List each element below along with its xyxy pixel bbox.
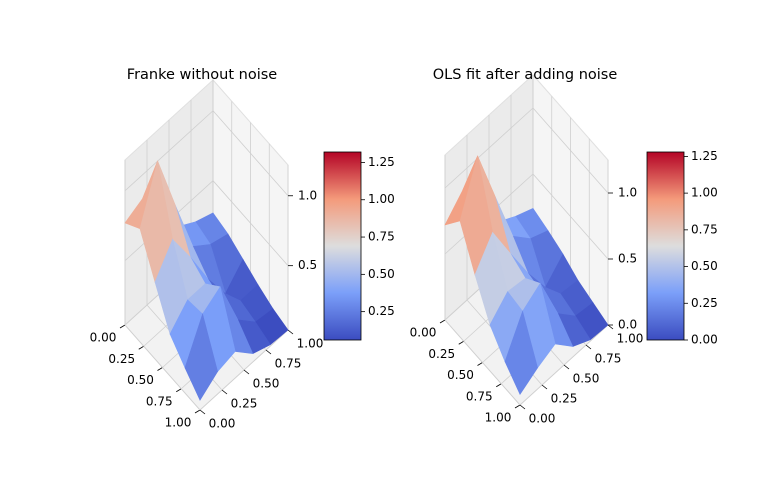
x-tick-label: 0.25: [108, 352, 135, 366]
colorbar-tick-label: 0.25: [368, 304, 395, 318]
x-tick-label: 0.00: [410, 326, 437, 340]
tick-mark: [287, 329, 294, 335]
z-tick-label: 0.5: [618, 252, 637, 266]
tick-mark: [519, 404, 526, 410]
colorbar-tick-label: 1.00: [368, 192, 395, 206]
tick-mark: [563, 364, 570, 370]
grid-line: [444, 319, 521, 406]
y-tick-label: 0.25: [231, 397, 258, 411]
colorbar-tick-label: 0.50: [368, 267, 395, 281]
y-tick-label: 1.00: [617, 332, 644, 346]
z-tick-label: 1.0: [618, 186, 637, 200]
tick-mark: [243, 369, 250, 375]
subplot: 0.000.250.500.751.00 0.000.250.500.751.00…: [410, 67, 718, 426]
colorbar: [323, 151, 362, 341]
grid-line: [212, 180, 289, 266]
z-tick-label: 0.5: [298, 258, 317, 272]
surface-patch: [184, 313, 218, 401]
tick-mark: [496, 383, 502, 388]
tick-mark: [458, 340, 464, 345]
x-tick-label: 1.00: [485, 411, 512, 425]
tick-mark: [221, 389, 228, 395]
x-tick-label: 0.50: [447, 368, 474, 382]
tick-mark: [194, 409, 201, 414]
colorbar-tick-label: 1.00: [691, 186, 718, 200]
y-tick-label: 0.75: [275, 357, 302, 371]
grid-line: [124, 110, 214, 192]
y-tick-label: 0.50: [573, 372, 600, 386]
subplot-title: Franke without noise: [127, 67, 277, 83]
tick-mark: [607, 324, 614, 330]
tick-mark: [119, 324, 126, 329]
y-tick-label: 0.50: [253, 377, 280, 391]
surface-patch: [504, 310, 538, 396]
x-tick-label: 1.00: [165, 416, 192, 430]
tick-mark: [176, 388, 182, 393]
x-tick-label: 0.75: [466, 389, 493, 403]
tick-mark: [514, 404, 521, 409]
tick-mark: [138, 345, 144, 350]
tick-mark: [477, 362, 483, 366]
y-tick-label: 1.00: [297, 337, 324, 351]
x-tick-label: 0.50: [127, 373, 154, 387]
subplot-title: OLS fit after adding noise: [433, 67, 618, 83]
z-tick-label: 1.0: [298, 188, 317, 202]
colorbar-tick-label: 1.25: [368, 155, 395, 169]
y-tick-label: 0.00: [529, 412, 556, 426]
x-tick-label: 0.00: [90, 331, 117, 345]
colorbar: [646, 151, 685, 341]
colorbar-tick-label: 0.00: [691, 333, 718, 347]
tick-mark: [265, 349, 272, 355]
grid-line: [532, 107, 609, 194]
tick-mark: [199, 409, 206, 415]
y-tick-label: 0.00: [209, 417, 236, 431]
tick-mark: [157, 367, 163, 371]
grid-line: [212, 110, 289, 197]
grid-line: [532, 173, 609, 260]
colorbar-tick-label: 0.75: [691, 222, 718, 236]
subplot: 0.000.250.500.751.00 0.000.250.500.751.00…: [90, 67, 395, 431]
tick-mark: [585, 344, 592, 350]
grid-line: [444, 107, 534, 189]
y-tick-label: 0.75: [595, 352, 622, 366]
y-tick-label: 0.25: [551, 392, 578, 406]
x-tick-label: 0.25: [428, 347, 455, 361]
grid-line: [124, 324, 201, 411]
tick-mark: [541, 384, 548, 390]
colorbar-tick-label: 0.25: [691, 296, 718, 310]
z-tick-label: 0.0: [618, 318, 637, 332]
colorbar-tick-label: 1.25: [691, 149, 718, 163]
colorbar-tick-label: 0.75: [368, 230, 395, 244]
colorbar-tick-label: 0.50: [691, 259, 718, 273]
tick-mark: [439, 319, 446, 324]
x-tick-label: 0.75: [146, 394, 173, 408]
